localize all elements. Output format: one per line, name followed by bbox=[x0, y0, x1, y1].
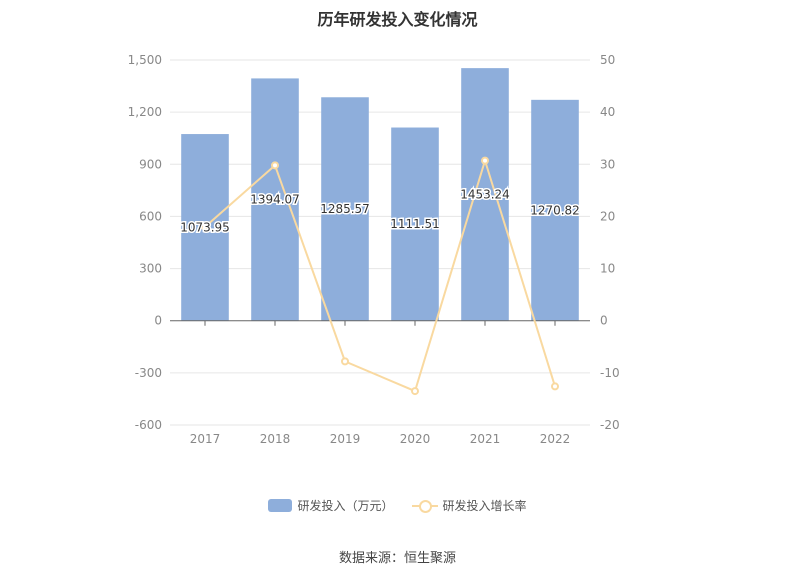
y-left-tick-label: 1,500 bbox=[128, 53, 162, 67]
y-left-tick-label: 0 bbox=[154, 314, 162, 328]
growth-point-2018 bbox=[271, 161, 279, 170]
bar-value-label: 1285.57 bbox=[320, 202, 370, 216]
y-left-tick-label: 900 bbox=[139, 157, 162, 171]
y-right-tick-label: -10 bbox=[600, 366, 620, 380]
growth-point-2020 bbox=[411, 387, 419, 396]
bar-2019 bbox=[321, 97, 369, 321]
legend-label-line: 研发投入增长率 bbox=[442, 499, 527, 513]
growth-point-2019 bbox=[341, 357, 349, 366]
x-tick-label: 2018 bbox=[260, 432, 291, 446]
bar-value-label: 1073.95 bbox=[180, 220, 230, 234]
legend-item-line[interactable]: 研发投入增长率 bbox=[411, 497, 527, 514]
growth-point-2022 bbox=[551, 382, 559, 391]
bar-value-label: 1111.51 bbox=[390, 217, 440, 231]
y-right-tick-label: -20 bbox=[600, 418, 620, 432]
y-right-tick-label: 30 bbox=[600, 157, 615, 171]
growth-point-2021 bbox=[481, 156, 489, 165]
growth-point-2017 bbox=[201, 222, 209, 231]
y-right-tick-label: 20 bbox=[600, 209, 615, 223]
y-right-tick-label: 40 bbox=[600, 105, 615, 119]
bar-value-label: 1394.07 bbox=[250, 193, 300, 207]
y-right-tick-label: 10 bbox=[600, 262, 615, 276]
y-left-tick-label: 1,200 bbox=[128, 105, 162, 119]
growth-rate-line bbox=[204, 157, 556, 393]
legend-label-bar: 研发投入（万元） bbox=[297, 499, 394, 513]
bar-2018 bbox=[251, 78, 299, 321]
y-left-tick-label: -300 bbox=[135, 366, 162, 380]
y-left-tick-label: 600 bbox=[139, 209, 162, 223]
legend-bar-swatch bbox=[268, 499, 293, 512]
bar-value-label: 1453.24 bbox=[460, 187, 510, 201]
bar-value-label: 1270.82 bbox=[530, 203, 580, 217]
legend-line-swatch bbox=[411, 499, 438, 513]
x-tick-label: 2022 bbox=[540, 432, 571, 446]
y-right-tick-label: 0 bbox=[600, 314, 608, 328]
x-tick-label: 2017 bbox=[190, 432, 221, 446]
bar-2022 bbox=[531, 99, 579, 321]
chart-title: 历年研发投入变化情况 bbox=[317, 10, 478, 29]
y-right-tick-label: 50 bbox=[600, 53, 615, 67]
y-left-tick-label: 300 bbox=[139, 262, 162, 276]
bar-2020 bbox=[391, 127, 439, 321]
legend-item-bar[interactable]: 研发投入（万元） bbox=[268, 497, 394, 514]
x-tick-label: 2021 bbox=[470, 432, 501, 446]
x-tick-label: 2019 bbox=[330, 432, 361, 446]
data-source-note: 数据来源：恒生聚源 bbox=[338, 551, 456, 566]
y-left-tick-label: -600 bbox=[135, 418, 162, 432]
bar-2021 bbox=[461, 68, 509, 321]
x-tick-label: 2020 bbox=[400, 432, 431, 446]
chart-legend: 研发投入（万元） 研发投入增长率 bbox=[0, 497, 795, 514]
